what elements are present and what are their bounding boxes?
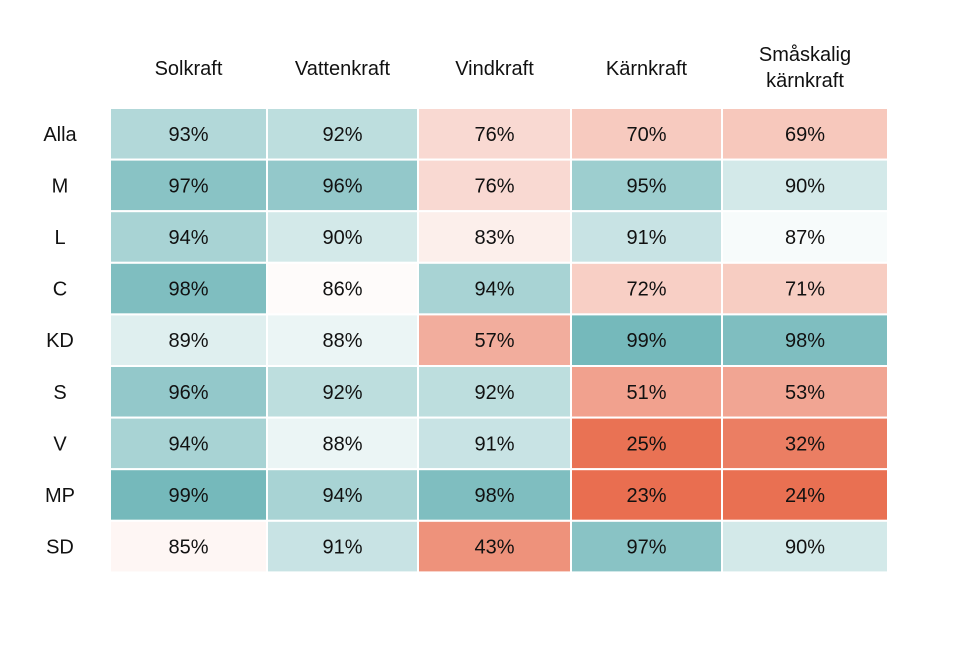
cell-value-label: 98% [474,485,514,507]
cell-value-label: 76% [474,175,514,197]
cell-value-label: 94% [168,433,208,455]
heatmap-cell [721,365,889,419]
cell-value-label: 23% [626,485,666,507]
cell-value-label: 24% [785,485,825,507]
heatmap-cell [109,519,268,574]
heatmap-cell [417,158,572,213]
cell-value-label: 57% [474,330,514,352]
heatmap-cell [109,416,268,471]
heatmap-cell [721,261,889,316]
cell-value-label: 53% [785,382,825,404]
heatmap-cell [721,519,889,574]
heatmap-cell [109,468,268,522]
row-label: S [53,382,66,404]
cell-value-label: 90% [322,227,362,249]
cell-value-label: 94% [474,279,514,301]
cell-value-label: 76% [474,124,514,146]
row-label: Alla [43,124,77,146]
heatmap-cell [266,261,419,316]
row-label: M [52,175,69,197]
cell-value-label: 85% [168,537,208,559]
heatmap-cell [109,107,268,161]
cell-value-label: 97% [168,175,208,197]
cell-value-label: 99% [168,485,208,507]
row-label: KD [46,330,74,352]
column-header: Småskalig kärnkraft [759,44,851,92]
cell-value-label: 99% [626,330,666,352]
heatmap-cell [109,261,268,316]
cell-value-label: 93% [168,124,208,146]
cell-value-label: 71% [785,279,825,301]
row-label: C [53,279,67,301]
row-label: MP [45,485,75,507]
cell-value-label: 96% [168,382,208,404]
heatmap-cell [570,261,723,316]
cell-value-label: 70% [626,124,666,146]
heatmap-cell [417,261,572,316]
cell-value-label: 91% [626,227,666,249]
row-label: SD [46,537,74,559]
heatmap-cell [266,468,419,522]
heatmap-cell [266,365,419,419]
heatmap-cell [266,107,419,161]
heatmap-cell [570,365,723,419]
heatmap-cell [109,158,268,213]
cell-value-label: 89% [168,330,208,352]
heatmap-cell [266,313,419,367]
cell-value-label: 25% [626,433,666,455]
cell-value-label: 87% [785,227,825,249]
column-header: Solkraft [155,58,223,80]
cell-value-label: 86% [322,279,362,301]
heatmap-cell [109,313,268,367]
cell-value-label: 95% [626,175,666,197]
cell-value-label: 43% [474,537,514,559]
cell-value-label: 32% [785,433,825,455]
cell-value-label: 94% [168,227,208,249]
column-header: Kärnkraft [606,58,688,80]
cell-value-label: 83% [474,227,514,249]
cell-value-label: 92% [474,382,514,404]
cell-value-label: 94% [322,485,362,507]
cell-value-label: 69% [785,124,825,146]
cell-value-label: 97% [626,537,666,559]
cell-value-label: 92% [322,382,362,404]
heatmap-cell [721,158,889,213]
column-header: Vattenkraft [295,58,391,80]
heatmap-cell [417,313,572,367]
row-label: V [53,433,67,455]
heatmap-cell [721,468,889,522]
cell-value-label: 51% [626,382,666,404]
heatmap-cell [266,519,419,574]
cell-value-label: 98% [785,330,825,352]
cell-value-label: 92% [322,124,362,146]
column-header: Vindkraft [455,58,534,80]
cell-value-label: 88% [322,433,362,455]
cell-value-label: 98% [168,279,208,301]
cell-value-label: 96% [322,175,362,197]
cell-value-label: 91% [322,537,362,559]
cell-value-label: 91% [474,433,514,455]
cell-value-label: 72% [626,279,666,301]
row-label: L [54,227,65,249]
cell-value-label: 90% [785,175,825,197]
cell-value-label: 90% [785,537,825,559]
heatmap-cell [266,210,419,264]
heatmap-cell [570,210,723,264]
heatmap-cell [417,365,572,419]
cell-value-label: 88% [322,330,362,352]
